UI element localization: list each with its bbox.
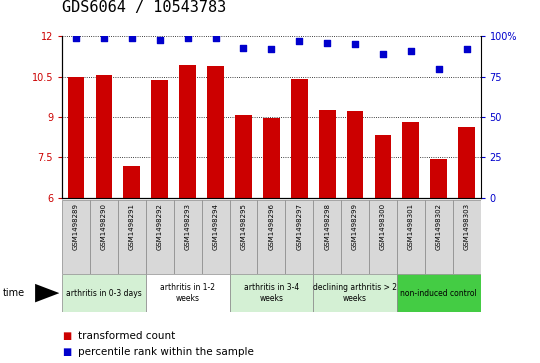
Bar — [425, 200, 453, 274]
Point — [295, 38, 303, 44]
Text: GSM1498299: GSM1498299 — [352, 203, 358, 250]
Bar — [285, 200, 313, 274]
Text: transformed count: transformed count — [78, 331, 176, 341]
Point — [462, 46, 471, 52]
Bar — [62, 274, 146, 312]
Bar — [291, 78, 308, 198]
Text: GSM1498291: GSM1498291 — [129, 203, 135, 250]
Bar — [347, 111, 363, 198]
Text: GSM1498289: GSM1498289 — [73, 203, 79, 250]
Text: GSM1498294: GSM1498294 — [213, 203, 219, 250]
Point — [127, 35, 136, 41]
Text: GSM1498301: GSM1498301 — [408, 203, 414, 250]
Bar — [258, 200, 285, 274]
Bar — [146, 274, 230, 312]
Bar — [430, 159, 447, 198]
Bar — [235, 115, 252, 198]
Text: ■: ■ — [62, 347, 71, 357]
Point — [99, 35, 108, 41]
Bar — [369, 200, 397, 274]
Bar — [62, 200, 90, 274]
Point — [434, 66, 443, 72]
Point — [407, 48, 415, 54]
Text: arthritis in 0-3 days: arthritis in 0-3 days — [66, 289, 142, 298]
Bar — [207, 66, 224, 198]
Text: arthritis in 3-4
weeks: arthritis in 3-4 weeks — [244, 284, 299, 303]
Bar — [313, 200, 341, 274]
Bar — [313, 274, 397, 312]
Bar — [68, 77, 84, 198]
Text: GSM1498296: GSM1498296 — [268, 203, 274, 250]
Point — [183, 35, 192, 41]
Bar — [90, 200, 118, 274]
Bar — [263, 118, 280, 198]
Bar — [453, 200, 481, 274]
Bar — [151, 80, 168, 198]
Text: GSM1498292: GSM1498292 — [157, 203, 163, 250]
Text: GSM1498293: GSM1498293 — [185, 203, 191, 250]
Bar — [341, 200, 369, 274]
Text: GSM1498298: GSM1498298 — [324, 203, 330, 250]
Text: GSM1498297: GSM1498297 — [296, 203, 302, 250]
Polygon shape — [35, 284, 59, 302]
Text: arthritis in 1-2
weeks: arthritis in 1-2 weeks — [160, 284, 215, 303]
Point — [323, 40, 332, 46]
Text: GSM1498295: GSM1498295 — [240, 203, 246, 250]
Bar — [397, 274, 481, 312]
Bar — [146, 200, 174, 274]
Point — [72, 35, 80, 41]
Text: time: time — [3, 288, 25, 298]
Bar — [375, 135, 392, 198]
Text: percentile rank within the sample: percentile rank within the sample — [78, 347, 254, 357]
Bar — [124, 166, 140, 198]
Point — [351, 41, 360, 47]
Bar — [174, 200, 201, 274]
Text: GSM1498303: GSM1498303 — [464, 203, 470, 250]
Bar — [179, 65, 196, 198]
Bar — [458, 127, 475, 198]
Point — [156, 37, 164, 42]
Point — [211, 35, 220, 41]
Bar — [96, 75, 112, 198]
Bar — [201, 200, 229, 274]
Bar — [319, 110, 335, 198]
Text: GSM1498300: GSM1498300 — [380, 203, 386, 250]
Point — [379, 51, 387, 57]
Text: ■: ■ — [62, 331, 71, 341]
Text: non-induced control: non-induced control — [400, 289, 477, 298]
Text: GDS6064 / 10543783: GDS6064 / 10543783 — [62, 0, 226, 15]
Text: GSM1498290: GSM1498290 — [101, 203, 107, 250]
Bar — [230, 200, 258, 274]
Bar — [397, 200, 425, 274]
Text: declining arthritis > 2
weeks: declining arthritis > 2 weeks — [313, 284, 397, 303]
Bar — [118, 200, 146, 274]
Point — [267, 46, 275, 52]
Bar — [402, 122, 419, 198]
Bar — [230, 274, 313, 312]
Point — [239, 45, 248, 50]
Text: GSM1498302: GSM1498302 — [436, 203, 442, 250]
